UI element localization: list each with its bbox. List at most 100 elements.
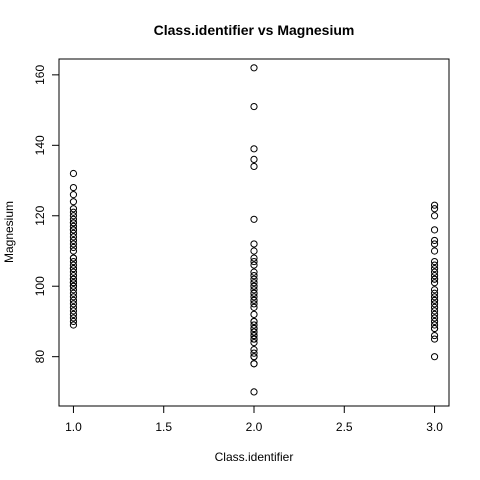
data-point xyxy=(430,257,439,266)
data-point xyxy=(69,310,78,319)
data-point xyxy=(430,307,439,315)
data-point xyxy=(430,226,439,234)
data-point xyxy=(69,169,78,178)
data-point xyxy=(430,272,439,280)
data-point xyxy=(69,222,78,230)
data-point xyxy=(69,282,78,290)
data-point xyxy=(250,296,258,304)
data-point xyxy=(430,275,439,283)
data-point xyxy=(430,324,439,333)
data-point xyxy=(430,268,439,276)
data-point xyxy=(69,183,78,192)
data-point xyxy=(430,296,439,304)
data-point xyxy=(250,279,258,287)
data-point xyxy=(430,317,439,326)
data-point xyxy=(69,307,78,315)
data-point xyxy=(69,240,78,248)
data-point xyxy=(250,268,258,276)
y-tick-label: 120 xyxy=(33,205,47,225)
data-point xyxy=(250,310,258,319)
data-point xyxy=(430,293,439,301)
data-point xyxy=(69,219,78,227)
x-tick-label: 1.5 xyxy=(155,420,172,434)
data-point xyxy=(250,155,258,164)
data-point xyxy=(69,268,78,276)
data-point xyxy=(69,300,78,308)
data-point xyxy=(250,64,258,72)
x-tick-label: 2.5 xyxy=(336,420,353,434)
data-point xyxy=(430,321,439,329)
data-point xyxy=(430,310,439,319)
data-point xyxy=(69,254,78,262)
data-point xyxy=(430,314,439,322)
data-point xyxy=(250,324,258,333)
data-point xyxy=(69,205,78,213)
data-point xyxy=(69,208,78,216)
y-tick-label: 160 xyxy=(33,65,47,85)
data-point xyxy=(250,335,258,343)
data-point xyxy=(69,243,78,252)
data-point xyxy=(69,289,78,297)
data-point xyxy=(69,198,78,206)
data-point xyxy=(250,346,258,354)
data-point xyxy=(69,303,78,311)
data-point xyxy=(69,229,78,237)
x-axis-label: Class.identifier xyxy=(215,450,294,464)
data-point xyxy=(250,261,258,269)
data-point xyxy=(69,279,78,287)
data-point xyxy=(250,321,258,329)
data-point xyxy=(250,254,258,262)
data-point xyxy=(250,145,258,153)
data-point xyxy=(250,300,258,308)
data-point xyxy=(250,282,258,290)
data-point xyxy=(430,353,439,361)
data-point xyxy=(250,272,258,280)
data-point xyxy=(250,102,258,111)
y-tick-label: 80 xyxy=(33,350,47,364)
data-point xyxy=(250,289,258,297)
points-layer xyxy=(69,64,439,396)
x-tick-label: 1.0 xyxy=(65,420,82,434)
data-point xyxy=(250,388,258,396)
data-point xyxy=(430,303,439,311)
data-point xyxy=(69,257,78,266)
chart-title: Class.identifier vs Magnesium xyxy=(154,22,355,38)
y-tick-label: 140 xyxy=(33,135,47,155)
data-point xyxy=(69,317,78,326)
data-point xyxy=(250,353,258,361)
data-point xyxy=(69,286,78,294)
data-point xyxy=(69,191,78,199)
y-tick-label: 100 xyxy=(33,276,47,296)
data-point xyxy=(250,293,258,301)
x-tick-label: 2.0 xyxy=(246,420,263,434)
data-point xyxy=(430,265,439,273)
data-point xyxy=(430,261,439,269)
data-point xyxy=(69,226,78,234)
data-point xyxy=(430,247,439,255)
data-point xyxy=(69,275,78,283)
y-axis: 80 100 120 140 160 xyxy=(33,65,60,364)
data-point xyxy=(250,162,258,171)
data-point xyxy=(69,236,78,245)
x-tick-label: 3.0 xyxy=(426,420,443,434)
data-point xyxy=(430,205,439,213)
data-point xyxy=(430,212,439,220)
data-point xyxy=(69,215,78,223)
data-point xyxy=(430,286,439,294)
data-point xyxy=(250,349,258,357)
data-point xyxy=(430,240,439,248)
data-point xyxy=(69,296,78,304)
data-point xyxy=(69,212,78,220)
data-point xyxy=(250,328,258,336)
data-point xyxy=(250,275,258,283)
data-point xyxy=(250,331,258,340)
data-point xyxy=(69,233,78,241)
data-point xyxy=(430,201,439,209)
data-point xyxy=(69,265,78,273)
data-point xyxy=(69,247,78,255)
data-point xyxy=(430,289,439,297)
data-point xyxy=(250,215,258,223)
data-point xyxy=(250,286,258,294)
data-point xyxy=(430,236,439,245)
